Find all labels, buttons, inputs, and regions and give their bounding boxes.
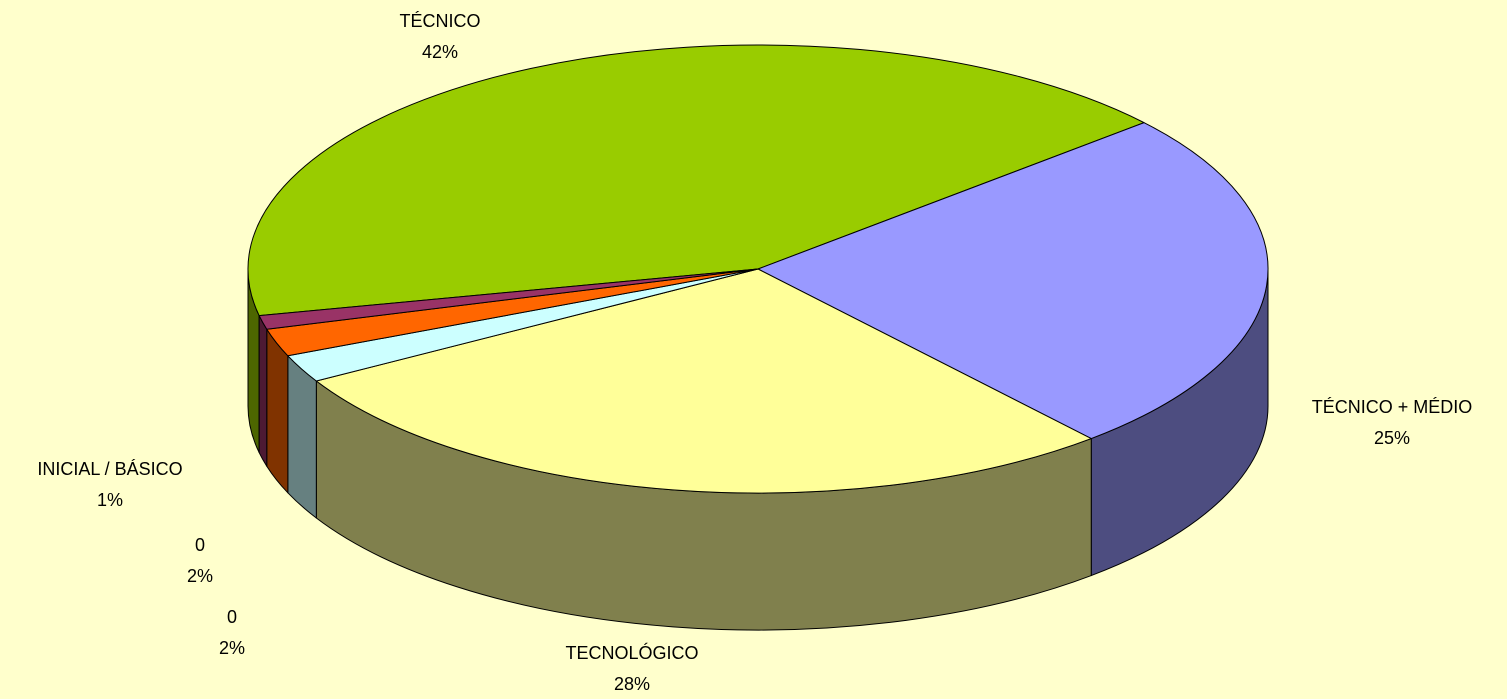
slice-label: TÉCNICO + MÉDIO	[1312, 397, 1473, 417]
slice-value-label: 2%	[219, 638, 245, 658]
slice-label: TÉCNICO	[400, 11, 481, 31]
slice-side	[287, 355, 317, 519]
slice-value-label: 25%	[1374, 428, 1410, 448]
slice-top	[258, 268, 759, 330]
slice-value-label: 28%	[614, 674, 650, 694]
slice-label: TECNOLÓGICO	[565, 642, 698, 663]
slice-label: INICIAL / BÁSICO	[37, 459, 182, 479]
slice-value-label: 1%	[97, 490, 123, 510]
slice-side	[258, 315, 268, 467]
slice-top	[757, 122, 1269, 440]
slice-top	[247, 44, 1145, 317]
slice-label: 0	[195, 535, 205, 555]
slice-label: 0	[227, 607, 237, 627]
slice-value-label: 42%	[422, 42, 458, 62]
slice-side	[266, 328, 289, 494]
slice-top	[315, 268, 1092, 494]
slice-value-label: 2%	[187, 566, 213, 586]
